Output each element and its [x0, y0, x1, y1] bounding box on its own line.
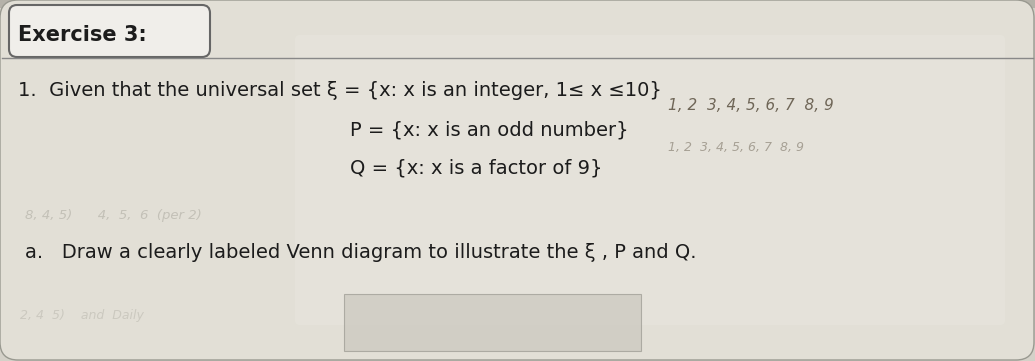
Text: Exercise 3:: Exercise 3: [18, 25, 147, 45]
Text: a.   Draw a clearly labeled Venn diagram to illustrate the ξ , P and Q.: a. Draw a clearly labeled Venn diagram t… [25, 244, 697, 262]
Text: P = {x: x is an odd number}: P = {x: x is an odd number} [350, 121, 628, 139]
Text: 1.  Given that the universal set ξ = {x: x is an integer, 1≤ x ≤10}: 1. Given that the universal set ξ = {x: … [18, 81, 661, 100]
Text: 1, 2  3, 4, 5, 6, 7  8, 9: 1, 2 3, 4, 5, 6, 7 8, 9 [668, 142, 804, 155]
Text: 1, 2  3, 4, 5, 6, 7  8, 9: 1, 2 3, 4, 5, 6, 7 8, 9 [668, 97, 834, 113]
Text: 8, 4, 5)      4,  5,  6  (per 2): 8, 4, 5) 4, 5, 6 (per 2) [25, 209, 202, 222]
FancyBboxPatch shape [295, 35, 1005, 325]
Polygon shape [0, 0, 1035, 8]
Text: Q = {x: x is a factor of 9}: Q = {x: x is a factor of 9} [350, 158, 602, 178]
Text: 2, 4  5)    and  Daily: 2, 4 5) and Daily [20, 309, 144, 322]
FancyBboxPatch shape [344, 294, 641, 351]
FancyBboxPatch shape [9, 5, 210, 57]
